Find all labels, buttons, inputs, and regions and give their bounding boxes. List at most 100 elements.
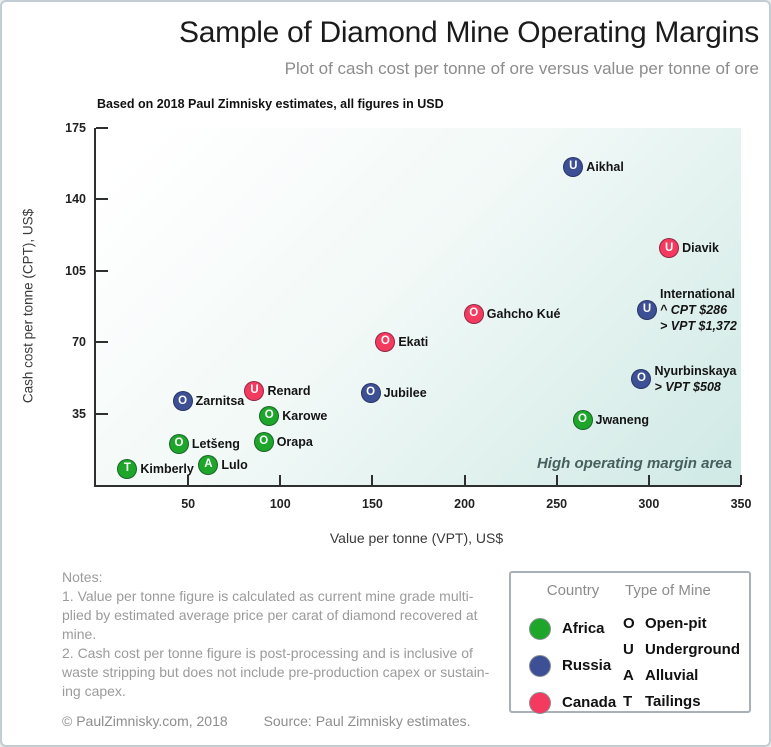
point-label-kimberly: Kimberly bbox=[140, 461, 194, 477]
point-label-nyurbinskaya: Nyurbinskaya > VPT $508 bbox=[654, 363, 736, 395]
x-tick-mark-250 bbox=[555, 475, 558, 485]
legend-type-rows: O Open-pit U Underground A Alluvial T Tailings bbox=[623, 610, 740, 714]
point-label-orapa: Orapa bbox=[277, 434, 313, 450]
point-label-lulo: Lulo bbox=[221, 457, 247, 473]
notes-line: 2. Cash cost per tonne figure is post-pr… bbox=[62, 645, 473, 661]
y-tick-mark-175 bbox=[96, 127, 108, 129]
point-marker-kimberly: T bbox=[117, 458, 138, 479]
point-name: Jwaneng bbox=[595, 412, 650, 427]
legend-type-symbol: T bbox=[623, 692, 633, 710]
legend-type-label: Underground bbox=[645, 640, 740, 658]
x-tick-label-150: 150 bbox=[361, 497, 383, 511]
y-tick-label-105: 105 bbox=[65, 263, 86, 278]
point-name: Orapa bbox=[276, 435, 313, 450]
point-label-diavik: Diavik bbox=[682, 240, 719, 256]
point-label-jubilee: Jubilee bbox=[384, 385, 427, 401]
x-tick-label-100: 100 bbox=[269, 497, 291, 511]
point-name: Gahcho Kué bbox=[486, 306, 561, 321]
x-tick-label-250: 250 bbox=[546, 497, 568, 511]
point-marker-renard: U bbox=[244, 381, 265, 402]
y-axis-title: Cash cost per tonne (CPT), US$ bbox=[20, 208, 36, 404]
x-tick-mark-200 bbox=[463, 475, 466, 485]
y-tick-label-70: 70 bbox=[72, 335, 86, 350]
point-name: Renard bbox=[267, 384, 311, 399]
notes-line: Notes: bbox=[62, 569, 103, 585]
legend-type-label: Tailings bbox=[645, 692, 701, 710]
legend-country-label: Africa bbox=[562, 620, 605, 637]
point-annotation-line: > VPT $508 bbox=[654, 379, 721, 394]
point-label-ekati: Ekati bbox=[398, 334, 428, 350]
page-title: Sample of Diamond Mine Operating Margins bbox=[179, 16, 759, 49]
legend-country-africa: Africa bbox=[529, 610, 617, 647]
point-name: Nyurbinskaya bbox=[654, 363, 737, 378]
x-tick-mark-150 bbox=[371, 475, 374, 485]
point-name: Zarnitsa bbox=[195, 394, 245, 409]
legend-type-symbol: U bbox=[623, 640, 634, 658]
point-marker-zarnitsa: O bbox=[172, 391, 193, 412]
x-tick-mark-50 bbox=[187, 475, 190, 485]
notes-line: waste stripping but does not include pre… bbox=[62, 664, 490, 680]
legend-dot-russia bbox=[529, 654, 551, 677]
notes-line: mine. bbox=[62, 626, 97, 642]
y-tick-label-140: 140 bbox=[65, 192, 86, 207]
legend-country-label: Canada bbox=[562, 694, 617, 711]
point-marker-gahcho-kue: O bbox=[463, 303, 484, 324]
x-tick-mark-100 bbox=[279, 475, 282, 485]
point-marker-diavik: U bbox=[659, 238, 680, 259]
legend-type-header: Type of Mine bbox=[625, 582, 711, 599]
y-tick-mark-105 bbox=[96, 269, 108, 272]
legend-country-header: Country bbox=[546, 582, 600, 599]
footer: © PaulZimnisky.com, 2018 Source: Paul Zi… bbox=[62, 713, 503, 729]
x-tick-mark-350 bbox=[740, 475, 742, 485]
legend-country-russia: Russia bbox=[529, 647, 617, 684]
x-tick-label-50: 50 bbox=[181, 497, 196, 511]
legend-type-label: Open-pit bbox=[645, 614, 707, 632]
legend-country-column: Country Africa Russia Canada bbox=[529, 582, 617, 721]
point-label-renard: Renard bbox=[267, 383, 310, 399]
point-annotation-line: ^ CPT $286 bbox=[660, 302, 728, 317]
point-marker-aikhal: U bbox=[563, 156, 584, 177]
legend-type-open-pit: O Open-pit bbox=[623, 610, 740, 636]
point-annotation-line: > VPT $1,372 bbox=[660, 318, 737, 333]
notes-line: plied by estimated average price per car… bbox=[62, 607, 478, 623]
footer-copyright: © PaulZimnisky.com, 2018 bbox=[62, 713, 228, 729]
legend-type-symbol: A bbox=[623, 666, 634, 684]
legend-type-underground: U Underground bbox=[623, 636, 740, 662]
point-name: Lulo bbox=[221, 457, 248, 472]
x-tick-label-300: 300 bbox=[638, 497, 660, 511]
legend-type-label: Alluvial bbox=[645, 666, 699, 684]
point-name: Karowe bbox=[282, 408, 328, 423]
y-tick-mark-140 bbox=[96, 198, 108, 201]
legend-country-canada: Canada bbox=[529, 684, 617, 721]
high-margin-annotation: High operating margin area bbox=[536, 455, 732, 472]
point-marker-karowe: O bbox=[259, 405, 280, 426]
footer-source: Source: Paul Zimnisky estimates. bbox=[263, 713, 471, 729]
x-tick-label-200: 200 bbox=[454, 497, 475, 511]
legend-type-alluvial: A Alluvial bbox=[623, 662, 740, 688]
x-axis-title: Value per tonne (VPT), US$ bbox=[329, 530, 504, 546]
x-tick-label-350: 350 bbox=[730, 497, 752, 511]
y-tick-label-175: 175 bbox=[65, 121, 86, 135]
y-tick-mark-70 bbox=[96, 341, 108, 344]
point-marker-jwaneng: O bbox=[572, 409, 593, 430]
legend-country-label: Russia bbox=[562, 657, 612, 674]
point-label-jwaneng: Jwaneng bbox=[596, 412, 650, 428]
point-label-aikhal: Aikhal bbox=[586, 159, 624, 175]
legend-dot-canada bbox=[529, 691, 551, 714]
legend-type-tailings: T Tailings bbox=[623, 688, 740, 714]
point-marker-lets-eng: O bbox=[168, 434, 189, 455]
legend-type-symbol: O bbox=[623, 614, 635, 632]
legend-country-rows: Africa Russia Canada bbox=[529, 610, 617, 721]
point-marker-jubilee: O bbox=[360, 383, 381, 404]
y-tick-mark-35 bbox=[96, 412, 108, 415]
x-tick-mark-300 bbox=[647, 475, 650, 485]
point-label-zarnitsa: Zarnitsa bbox=[196, 393, 245, 409]
plot-area: High operating margin area 35 70 105 140 175… bbox=[65, 121, 751, 511]
point-marker-orapa: O bbox=[253, 432, 274, 453]
point-name: Aikhal bbox=[586, 159, 624, 174]
point-label-karowe: Karowe bbox=[282, 408, 327, 424]
legend-dot-africa bbox=[529, 617, 551, 640]
point-marker-nyurbinskaya: O bbox=[631, 368, 652, 389]
point-label-international: International ^ CPT $286 > VPT $1,372 bbox=[660, 286, 737, 334]
